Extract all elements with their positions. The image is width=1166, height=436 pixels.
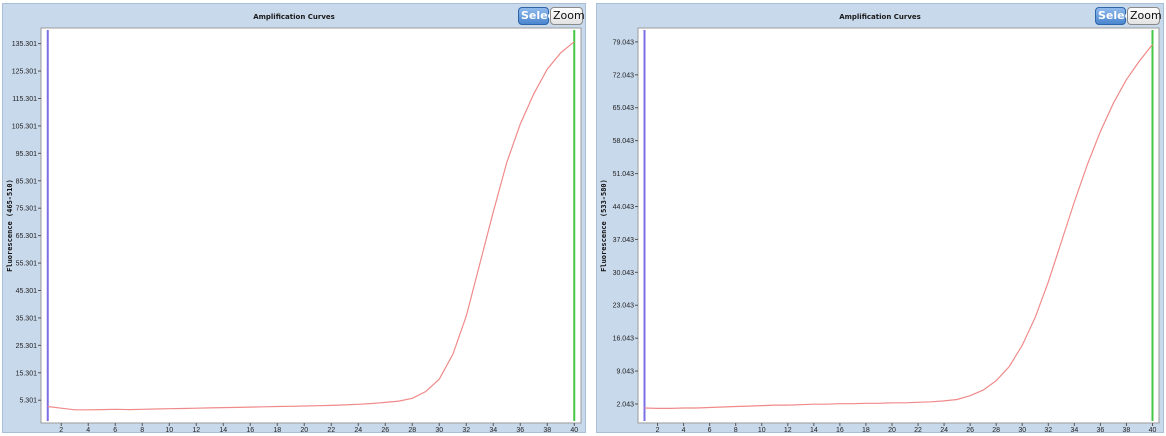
x-tick-label: 34 (1070, 427, 1078, 432)
y-tick-label: 9.043 (616, 369, 634, 376)
plot-area (637, 27, 1160, 424)
y-tick-label: 72.043 (613, 72, 635, 79)
zoom-button[interactable]: Zoom (1127, 7, 1162, 25)
y-tick-label: 5.301 (19, 398, 37, 405)
x-tick-label: 34 (489, 427, 497, 432)
plot-area (40, 27, 582, 424)
x-tick-label: 38 (1123, 427, 1131, 432)
y-tick-label: 51.043 (613, 171, 635, 178)
x-tick-label: 12 (192, 427, 200, 432)
x-tick-label: 32 (1044, 427, 1052, 432)
y-tick-label: 79.043 (613, 39, 635, 46)
y-tick-label: 2.043 (616, 401, 634, 408)
y-tick-label: 25.301 (16, 343, 38, 350)
x-tick-label: 16 (836, 427, 844, 432)
panel-title: Amplification Curves (839, 13, 921, 21)
y-tick-label: 55.301 (16, 261, 38, 268)
amplification-chart[interactable]: 2.043 9.043 16.043 23.043 30.043 37.043 44.043… (597, 4, 1163, 432)
chart-panel-right: Amplification Curves Select Zoom 2.043 9.… (596, 3, 1164, 433)
x-tick-label: 36 (516, 427, 524, 432)
x-tick-label: 8 (734, 427, 738, 432)
x-tick-label: 24 (354, 427, 362, 432)
x-tick-label: 2 (656, 427, 660, 432)
amplification-curve (644, 44, 1153, 409)
chart-panel-left: Amplification Curves Select Zoom 5.301 15… (2, 3, 586, 433)
x-tick-label: 28 (992, 427, 1000, 432)
y-tick-label: 85.301 (16, 178, 38, 185)
x-tick-label: 40 (1149, 427, 1157, 432)
x-tick-label: 10 (165, 427, 173, 432)
x-tick-label: 18 (862, 427, 870, 432)
select-button[interactable]: Select (518, 7, 559, 25)
x-tick-label: 40 (570, 427, 578, 432)
y-axis-label: Fluorescence (533-580) (600, 179, 608, 272)
y-tick-label: 30.043 (613, 270, 635, 277)
y-tick-label: 115.301 (12, 96, 37, 103)
x-tick-label: 12 (784, 427, 792, 432)
y-tick-label: 37.043 (613, 237, 635, 244)
y-tick-label: 58.043 (613, 138, 635, 145)
x-tick-label: 38 (543, 427, 551, 432)
y-axis-label: Fluorescence (465-510) (6, 179, 14, 272)
x-tick-label: 14 (219, 427, 227, 432)
x-tick-label: 20 (888, 427, 896, 432)
x-tick-label: 30 (435, 427, 443, 432)
y-tick-label: 65.043 (613, 105, 635, 112)
y-tick-label: 23.043 (613, 303, 635, 310)
x-tick-label: 18 (273, 427, 281, 432)
y-tick-label: 15.301 (16, 370, 38, 377)
x-tick-label: 36 (1096, 427, 1104, 432)
x-tick-label: 8 (140, 427, 144, 432)
x-tick-label: 16 (246, 427, 254, 432)
y-tick-label: 135.301 (12, 41, 37, 48)
x-tick-label: 22 (327, 427, 335, 432)
x-tick-label: 20 (300, 427, 308, 432)
y-tick-label: 16.043 (613, 336, 635, 343)
panel-title: Amplification Curves (253, 13, 335, 21)
x-tick-label: 32 (462, 427, 470, 432)
x-tick-label: 4 (682, 427, 686, 432)
x-tick-label: 14 (810, 427, 818, 432)
x-tick-label: 4 (86, 427, 90, 432)
y-tick-label: 75.301 (16, 206, 38, 213)
zoom-button[interactable]: Zoom (550, 7, 585, 25)
y-tick-label: 35.301 (16, 315, 38, 322)
x-tick-label: 22 (914, 427, 922, 432)
x-tick-label: 6 (113, 427, 117, 432)
x-tick-label: 26 (966, 427, 974, 432)
select-button[interactable]: Select (1095, 7, 1136, 25)
x-tick-label: 10 (758, 427, 766, 432)
y-tick-label: 105.301 (12, 123, 37, 130)
y-tick-label: 95.301 (16, 151, 38, 158)
x-tick-label: 30 (1018, 427, 1026, 432)
x-tick-label: 26 (381, 427, 389, 432)
y-tick-label: 44.043 (613, 204, 635, 211)
amplification-curve (47, 41, 575, 411)
x-tick-label: 28 (408, 427, 416, 432)
x-tick-label: 6 (708, 427, 712, 432)
amplification-chart[interactable]: 5.301 15.301 25.301 35.301 45.301 55.301 65.30… (3, 4, 585, 432)
y-tick-label: 45.301 (16, 288, 38, 295)
y-tick-label: 125.301 (12, 69, 37, 76)
y-tick-label: 65.301 (16, 233, 38, 240)
x-tick-label: 2 (59, 427, 63, 432)
x-tick-label: 24 (940, 427, 948, 432)
